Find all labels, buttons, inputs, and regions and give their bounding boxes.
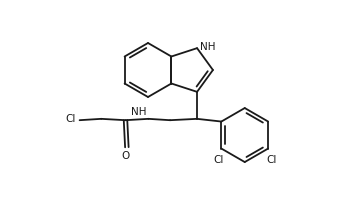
- Text: Cl: Cl: [213, 155, 223, 165]
- Text: O: O: [122, 151, 130, 161]
- Text: NH: NH: [200, 42, 216, 52]
- Text: NH: NH: [131, 107, 147, 117]
- Text: Cl: Cl: [266, 155, 276, 165]
- Text: Cl: Cl: [65, 114, 75, 124]
